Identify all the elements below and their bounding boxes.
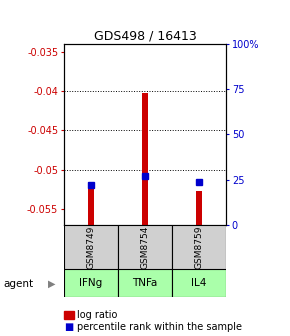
Bar xyxy=(196,191,202,225)
Bar xyxy=(172,225,226,269)
Bar xyxy=(64,269,118,297)
Text: percentile rank within the sample: percentile rank within the sample xyxy=(77,322,242,332)
Bar xyxy=(172,269,226,297)
Bar xyxy=(64,225,118,269)
Text: ■: ■ xyxy=(64,322,73,332)
Text: ▶: ▶ xyxy=(48,279,55,289)
Text: IFNg: IFNg xyxy=(79,278,102,288)
Bar xyxy=(118,225,172,269)
Text: GSM8759: GSM8759 xyxy=(195,225,204,269)
Text: GSM8749: GSM8749 xyxy=(86,225,95,269)
Title: GDS498 / 16413: GDS498 / 16413 xyxy=(94,30,196,43)
Bar xyxy=(118,269,172,297)
Text: GSM8754: GSM8754 xyxy=(140,225,150,269)
Text: IL4: IL4 xyxy=(191,278,207,288)
Text: log ratio: log ratio xyxy=(77,310,117,320)
Text: agent: agent xyxy=(3,279,33,289)
Bar xyxy=(88,182,94,225)
Text: TNFa: TNFa xyxy=(132,278,158,288)
Bar xyxy=(142,93,148,225)
